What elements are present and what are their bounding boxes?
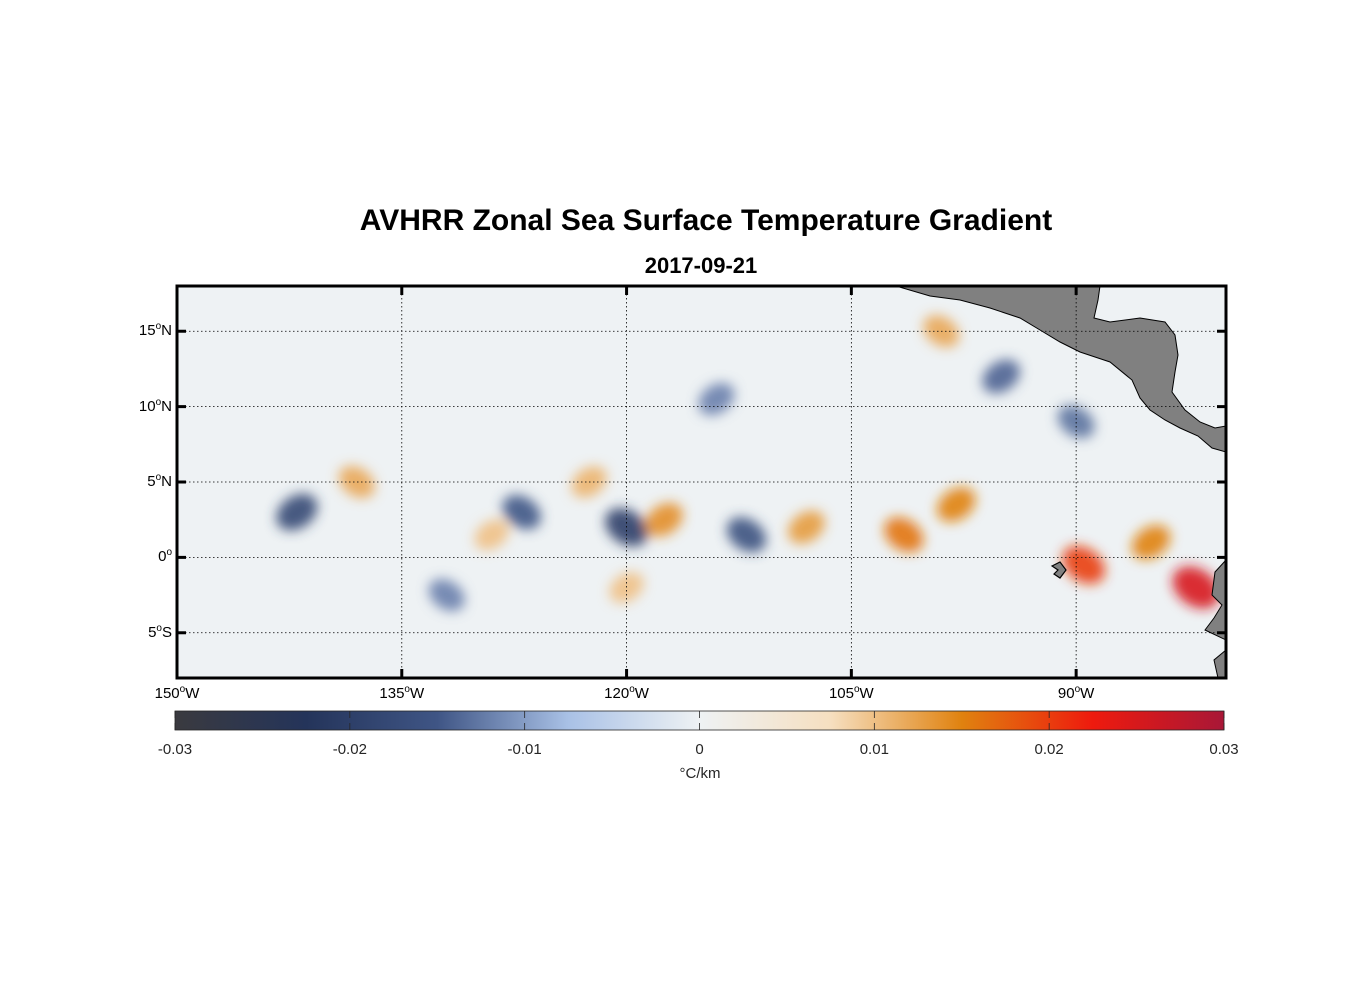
gradient-feature	[645, 502, 683, 537]
gradient-feature	[937, 487, 976, 522]
x-tick-label: 90oW	[1036, 684, 1116, 702]
colorbar-tick-label: 0.02	[1034, 741, 1064, 758]
gradient-feature	[788, 510, 825, 544]
colorbar-tick-label: -0.01	[507, 741, 542, 758]
gradient-feature	[1131, 525, 1171, 560]
degree-sign: o	[179, 684, 186, 695]
colorbar-unit: °C/km	[679, 765, 721, 782]
gradient-feature	[276, 493, 318, 531]
gradient-feature	[982, 359, 1021, 394]
gradient-feature	[474, 519, 509, 551]
degree-sign: o	[155, 472, 162, 483]
land-central-america	[895, 286, 1226, 453]
tick-hemisphere: N	[161, 397, 172, 415]
colorbar-ticks	[174, 711, 1225, 730]
tick-hemisphere: W	[634, 685, 649, 702]
tick-degree: 135	[379, 685, 405, 702]
gradient-feature	[726, 517, 767, 553]
x-tick-label: 135oW	[362, 684, 442, 702]
grid-lines	[177, 286, 1226, 678]
tick-hemisphere: W	[859, 685, 874, 702]
tick-degree: 10	[138, 397, 156, 415]
tick-degree: 120	[604, 685, 630, 702]
degree-sign: o	[629, 684, 635, 695]
chart-subtitle: 2017-09-21	[644, 253, 758, 278]
degree-sign: o	[155, 321, 162, 333]
degree-sign: o	[404, 684, 410, 695]
gradient-feature	[1057, 405, 1095, 439]
tick-degree: 5	[147, 473, 156, 490]
x-tick-label: 105oW	[811, 684, 891, 702]
tick-hemisphere: S	[161, 623, 172, 641]
colorbar-tick-label: -0.02	[332, 741, 367, 758]
tick-hemisphere: W	[409, 685, 425, 702]
colorbar-tick-label: 0.01	[859, 741, 889, 758]
gradient-feature	[1062, 545, 1106, 585]
tick-degree: 0	[158, 548, 167, 566]
tick-degree: 15	[138, 322, 156, 340]
gradient-feature	[1172, 566, 1220, 609]
x-tick-label: 120oW	[587, 684, 667, 702]
gradient-feature	[884, 517, 924, 553]
y-tick-label: 10oN	[112, 397, 172, 415]
degree-sign: o	[1074, 684, 1081, 695]
tick-degree: 90	[1057, 685, 1075, 702]
colorbar-tick-label: 0	[695, 741, 704, 758]
tick-hemisphere: W	[185, 685, 200, 702]
tick-hemisphere: W	[1080, 685, 1095, 702]
y-tick-label: 0o	[112, 547, 172, 565]
y-tick-label: 5oN	[112, 472, 172, 490]
gradient-feature	[609, 572, 644, 603]
y-tick-label: 15oN	[112, 321, 172, 339]
tick-degree: 5	[148, 623, 157, 641]
degree-sign: o	[155, 396, 162, 408]
land-galapagos	[1050, 561, 1067, 579]
colorbar-tick-label: -0.03	[157, 741, 193, 758]
tick-degree: 150	[154, 685, 180, 702]
degree-sign: o	[853, 684, 860, 695]
gradient-feature	[428, 579, 465, 612]
gradient-feature	[338, 465, 375, 499]
x-tick-label: 150oW	[137, 684, 217, 702]
gradient-feature	[502, 494, 541, 530]
land-south-america	[1204, 559, 1226, 641]
degree-sign: o	[156, 622, 162, 634]
chart-title: AVHRR Zonal Sea Surface Temperature Grad…	[359, 204, 1053, 237]
gradient-feature	[698, 383, 735, 416]
y-tick-label: 5oS	[112, 623, 172, 641]
land-south-america-south	[1213, 649, 1226, 678]
tick-hemisphere: N	[161, 322, 172, 340]
tick-hemisphere: N	[161, 473, 172, 490]
degree-sign: o	[166, 547, 172, 559]
colorbar-tick-label: 0.03	[1209, 741, 1239, 758]
axis-ticks	[175, 286, 1226, 678]
tick-degree: 105	[828, 685, 854, 702]
